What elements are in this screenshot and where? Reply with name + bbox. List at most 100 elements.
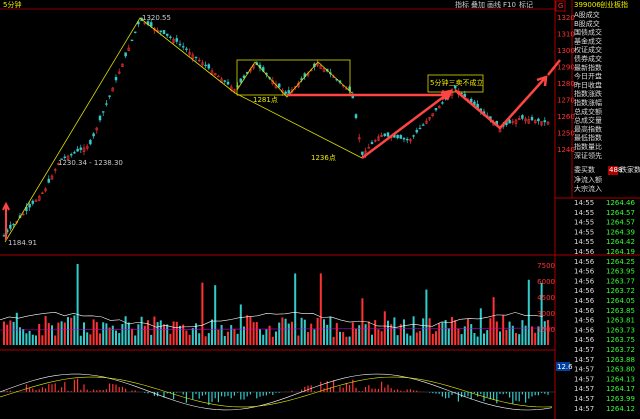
candle-body — [31, 200, 35, 204]
candle-body — [540, 121, 543, 126]
volume-bar — [246, 315, 249, 345]
volume-bar — [300, 317, 303, 345]
candle-body — [63, 156, 67, 158]
volume-bar — [230, 325, 233, 345]
tick-time: 14:56 — [574, 258, 595, 266]
volume-bar — [415, 332, 418, 345]
badge-label: 跌家数 — [620, 165, 640, 174]
volume-bar — [422, 318, 425, 345]
candle-body — [82, 147, 86, 152]
volume-bar — [252, 322, 255, 345]
info-label: 指数涨跌 — [574, 89, 602, 98]
volume-bar — [316, 317, 319, 345]
candle-body — [57, 162, 60, 165]
volume-bar — [131, 328, 133, 345]
candle-body — [108, 95, 111, 97]
tick-time: 14:55 — [574, 209, 594, 217]
candle-body — [79, 147, 83, 150]
toolbar-button: 指标 — [455, 0, 469, 9]
candle-body — [524, 118, 527, 122]
tick-price: 1264.57 — [606, 219, 635, 227]
tick-time: 14:57 — [574, 385, 594, 393]
volume-bar — [531, 326, 533, 345]
volume-bar — [483, 333, 485, 345]
volume-bar — [83, 322, 85, 345]
toolbar-button: 画线 — [487, 0, 501, 9]
candle-body — [194, 56, 198, 59]
tick-price: 1264.05 — [606, 297, 635, 305]
volume-bar — [419, 330, 421, 345]
price-axis-label: 1290 — [557, 64, 575, 72]
period-label: 5分钟 — [3, 0, 21, 9]
volume-bar — [211, 319, 213, 345]
trend-line — [234, 92, 363, 159]
volume-bar — [153, 316, 156, 345]
volume-bar — [409, 335, 412, 345]
volume-bar — [140, 316, 143, 345]
volume-bar — [515, 332, 517, 345]
tick-time: 14:57 — [574, 405, 594, 413]
price-axis-label: 1250 — [557, 130, 575, 138]
volume-bar — [403, 319, 405, 345]
volume-bar — [476, 336, 479, 345]
tick-time: 14:56 — [574, 326, 595, 334]
info-label: 最新指数 — [574, 63, 602, 72]
volume-bar — [191, 328, 194, 345]
candle-body — [21, 213, 25, 216]
candle-body — [60, 158, 63, 160]
tick-price: 1263.99 — [606, 395, 635, 403]
tick-price: 1264.12 — [606, 405, 635, 413]
dea-line — [0, 376, 553, 408]
candle-body — [37, 196, 41, 201]
volume-bar — [9, 320, 12, 345]
tick-time: 14:55 — [574, 228, 594, 236]
volume-bar — [111, 325, 114, 345]
volume-bar — [339, 331, 341, 345]
candle-body — [2, 235, 6, 237]
candle-body — [191, 54, 195, 60]
candle-body — [101, 111, 105, 113]
candle-body — [73, 152, 76, 154]
candle-body — [69, 154, 73, 156]
volume-bar — [227, 331, 229, 345]
price-axis-label: 1260 — [557, 113, 575, 121]
volume-bar — [467, 318, 469, 345]
candle-body — [533, 120, 537, 124]
candle-body — [402, 138, 406, 140]
tick-price: 1264.42 — [606, 238, 635, 246]
volume-bar — [44, 316, 47, 345]
volume-bar — [243, 326, 245, 345]
annotation: 1320.55 — [142, 14, 171, 22]
tick-time: 14:56 — [574, 287, 595, 295]
tick-price: 1263.75 — [606, 336, 635, 344]
volume-bar — [505, 329, 508, 345]
info-label: 总成交额 — [574, 107, 602, 116]
volume-bar — [73, 315, 76, 345]
volume-bar — [284, 318, 287, 345]
candle-body — [530, 117, 534, 121]
candle-body — [34, 199, 38, 202]
volume-bar — [121, 323, 124, 345]
volume-bar — [134, 335, 137, 345]
badge — [555, 0, 566, 12]
volume-bar — [521, 320, 524, 345]
info-label: 国债成交 — [574, 28, 602, 37]
badge — [608, 166, 618, 175]
volume-bar — [547, 320, 549, 345]
candle-body — [431, 113, 435, 116]
candle-body — [124, 52, 127, 57]
tick-price: 1263.73 — [606, 326, 635, 334]
volume-bar — [460, 334, 463, 345]
tick-price: 1264.19 — [606, 248, 635, 256]
volume-bar — [99, 333, 101, 345]
volume-bar — [492, 297, 495, 345]
candle-body — [239, 78, 243, 83]
volume-bar — [201, 282, 204, 345]
info-label: 权证成交 — [574, 45, 602, 54]
candle-body — [207, 64, 211, 69]
tick-time: 14:56 — [574, 307, 595, 315]
candle-body — [437, 106, 441, 109]
volume-bar — [127, 322, 130, 345]
volume-bar — [319, 273, 322, 345]
volume-bar — [249, 316, 252, 345]
